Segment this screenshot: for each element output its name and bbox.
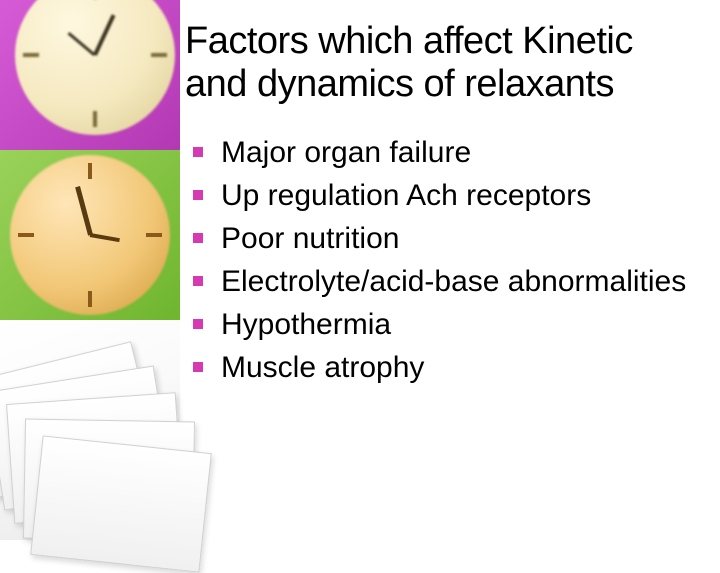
bullet-text: Major organ failure xyxy=(221,136,471,169)
list-item: Muscle atrophy xyxy=(221,348,704,387)
slide-title: Factors which affect Kinetic and dynamic… xyxy=(185,20,704,105)
list-item: Up regulation Ach receptors xyxy=(221,176,704,215)
list-item: Major organ failure xyxy=(221,133,704,172)
slide-content: Factors which affect Kinetic and dynamic… xyxy=(185,20,704,391)
list-item: Hypothermia xyxy=(221,305,704,344)
bullet-marker-icon xyxy=(193,319,203,329)
list-item: Electrolyte/acid-base abnormalities xyxy=(221,262,704,301)
bullet-list: Major organ failure Up regulation Ach re… xyxy=(185,133,704,387)
bullet-marker-icon xyxy=(193,147,203,157)
decorative-sideband xyxy=(0,0,180,540)
paper-icon xyxy=(30,435,212,572)
bullet-text: Up regulation Ach receptors xyxy=(221,179,591,212)
bullet-text: Muscle atrophy xyxy=(221,351,424,384)
list-item: Poor nutrition xyxy=(221,219,704,258)
bullet-marker-icon xyxy=(193,362,203,372)
bullet-marker-icon xyxy=(193,233,203,243)
clock-icon xyxy=(10,155,170,315)
bullet-text: Poor nutrition xyxy=(221,222,399,255)
bullet-marker-icon xyxy=(193,276,203,286)
bullet-marker-icon xyxy=(193,190,203,200)
bullet-text: Hypothermia xyxy=(221,308,391,341)
bullet-text: Electrolyte/acid-base abnormalities xyxy=(221,265,686,298)
